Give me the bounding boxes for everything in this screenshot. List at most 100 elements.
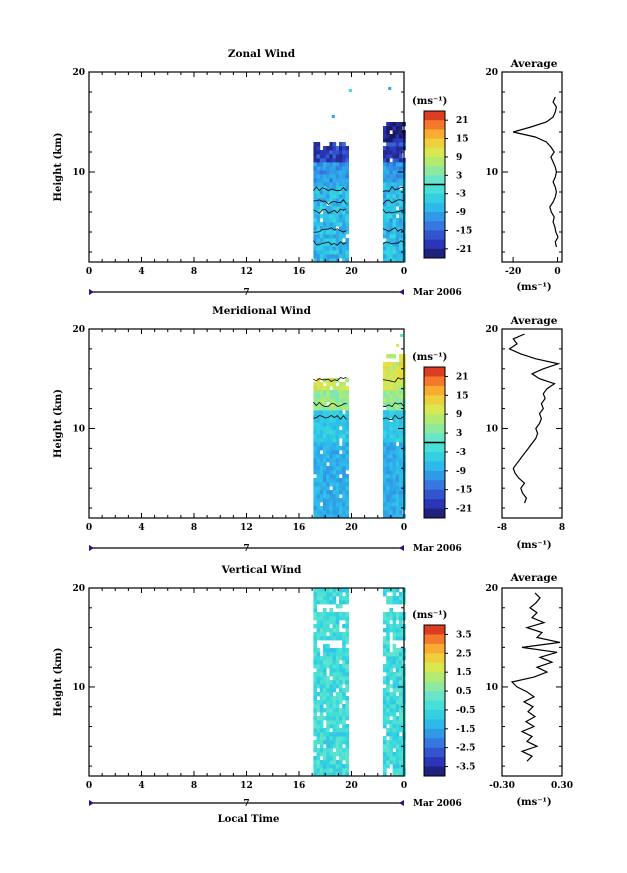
sparse-point [331,115,335,118]
contour-line [382,199,405,205]
x-axis-label: Local Time [218,814,280,825]
colorbar-tick-label: -2.5 [456,744,475,754]
colorbar-swatch [424,442,445,453]
colorbar-tick-label: 9 [456,410,462,420]
x-tick-label: 0 [401,781,407,791]
date-end-marker [399,289,404,295]
colorbar-swatch [424,111,445,121]
colorbar-swatch [424,625,445,635]
y-tick-label: 20 [72,68,85,78]
x-tick-label: 0 [401,267,407,277]
average-x-label: (ms⁻¹) [516,282,551,293]
colorbar-swatch [424,230,445,241]
heatmap-cells [313,588,406,777]
average-y-tick-label: 10 [485,424,498,434]
colorbar-tick-label: 3 [456,429,462,439]
contour-line [382,227,405,233]
x-tick-label: 16 [293,781,306,791]
colorbar-swatch [424,691,445,701]
average-x-tick-label: 8 [559,523,565,533]
colorbar-swatch [424,489,445,500]
colorbar-swatch [424,433,445,443]
colorbar-unit: (ms⁻¹) [412,352,447,363]
sparse-point [396,343,400,347]
contour-line [313,401,347,407]
y-tick-label: 20 [72,584,85,594]
colorbar-swatch [424,461,445,472]
date-end-marker [399,545,404,551]
x-tick-label: 16 [293,523,306,533]
average-y-tick-label: 10 [485,168,498,178]
x-tick-label: 4 [138,267,144,277]
contour-lines [313,185,405,246]
colorbar-tick-label: -21 [456,505,472,515]
colorbar-swatch [424,120,445,130]
colorbar-swatch [424,499,445,510]
colorbar-swatch [424,212,445,222]
y-tick-label: 10 [72,683,85,693]
contour-lines [313,376,405,421]
x-tick-label: 4 [138,523,144,533]
average-y-tick-label: 20 [485,584,498,594]
sparse-point [400,333,404,337]
colorbar-tick-label: -0.5 [456,706,475,716]
colorbar-swatch [424,147,445,158]
colorbar-tick-label: -3.5 [456,763,475,773]
x-tick-label: 12 [240,781,253,791]
average-x-label: (ms⁻¹) [516,797,551,808]
x-tick-label: 8 [191,781,197,791]
contour-line [313,199,347,205]
colorbar-swatch [424,766,445,777]
panel-title: Vertical Wind [221,564,302,576]
contour-line [313,186,347,192]
date-start-marker [89,289,94,295]
colorbar-swatch [424,480,445,491]
x-tick-label: 20 [345,523,358,533]
colorbar-swatch [424,156,445,167]
colorbar-unit: (ms⁻¹) [412,96,447,107]
colorbar-tick-label: -15 [456,226,472,236]
colorbar-swatch [424,166,445,176]
x-tick-label: 0 [86,523,92,533]
average-profile-line [512,96,559,248]
contour-line [313,240,347,246]
colorbar-swatch [424,414,445,425]
contour-line [382,209,405,214]
contour-line [382,185,405,192]
contour-line [382,414,405,421]
average-x-tick-label: -8 [497,523,507,533]
contour-line [382,240,405,245]
colorbar-swatch [424,193,445,204]
colorbar-tick-label: 2.5 [456,649,472,659]
plot-frame [88,71,405,263]
average-x-tick-label: -0.30 [489,781,515,791]
colorbar-swatch [424,709,445,720]
colorbar-swatch [424,508,445,519]
colorbar-swatch [424,221,445,231]
colorbar-tick-label: 9 [456,153,462,163]
colorbar-swatch [424,634,445,645]
x-tick-label: 0 [86,781,92,791]
colorbar-tick-label: -21 [456,245,472,255]
x-tick-label: 4 [138,781,144,791]
contour-line [382,377,405,383]
date-day-label: 7 [243,288,249,298]
colorbar-swatch [424,423,445,434]
colorbar-swatch [424,681,445,692]
colorbar-tick-label: 15 [456,135,469,145]
colorbar-tick-label: 21 [456,116,469,126]
average-frame [501,587,563,777]
colorbar-tick-label: 1.5 [456,668,472,678]
average-x-tick-label: 0 [554,267,560,277]
colorbar-swatch [424,653,445,664]
date-month-label: Mar 2006 [413,288,462,298]
colorbar-swatch [424,367,445,377]
colorbar-swatch [424,470,445,481]
date-month-label: Mar 2006 [413,799,462,809]
colorbar-unit: (ms⁻¹) [412,610,447,621]
date-month-label: Mar 2006 [413,544,462,554]
y-axis-label: Height (km) [53,389,64,458]
date-start-marker [89,545,94,551]
average-profile-line [510,592,561,762]
